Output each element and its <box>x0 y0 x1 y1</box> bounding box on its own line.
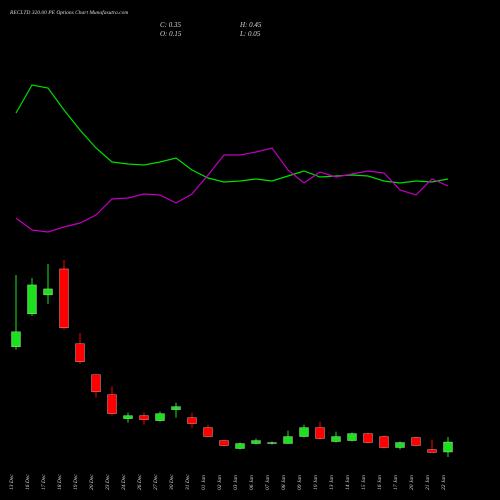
x-tick-label: 22 Jan <box>441 475 447 490</box>
x-tick-label: 08 Jan <box>281 475 287 490</box>
candle-body <box>43 288 53 296</box>
candle-body <box>171 406 181 410</box>
x-tick-label: 27 Dec <box>153 474 159 490</box>
x-tick-label: 16 Jan <box>377 475 383 490</box>
x-tick-label: 18 Dec <box>57 474 63 490</box>
candle-body <box>443 441 453 453</box>
candle-body <box>27 284 37 315</box>
x-tick-label: 13 Dec <box>9 474 15 490</box>
candle-body <box>267 442 277 444</box>
candle-body <box>91 374 101 392</box>
x-tick-label: 10 Jan <box>313 475 319 490</box>
x-tick-label: 14 Jan <box>344 475 351 490</box>
candle-body <box>331 436 341 442</box>
x-tick-label: 30 Dec <box>169 474 175 491</box>
x-tick-label: 17 Dec <box>41 474 47 490</box>
candle-body <box>299 427 309 437</box>
candle-body <box>283 436 293 444</box>
x-tick-label: 24 Dec <box>120 474 127 490</box>
x-tick-label: 15 Jan <box>361 475 367 490</box>
candle-body <box>379 436 389 448</box>
x-tick-label: 09 Jan <box>297 475 303 490</box>
x-tick-label: 21 Jan <box>425 475 431 490</box>
candle-body <box>427 449 437 453</box>
candle-body <box>315 427 325 439</box>
x-tick-label: 20 Dec <box>89 474 95 490</box>
candle-body <box>139 415 149 420</box>
chart-title: RECLTD 320.00 PE Options Chart Munafasut… <box>9 9 128 16</box>
x-tick-label: 31 Dec <box>185 474 191 491</box>
x-tick-label: 20 Jan <box>409 475 415 490</box>
candle-body <box>123 415 133 419</box>
candle-body <box>11 331 21 347</box>
candle-body <box>411 437 421 446</box>
x-tick-label: 06 Jan <box>249 475 255 490</box>
info-low: L: 0.05 <box>239 30 261 38</box>
indicator-line <box>15 147 449 233</box>
candle-body <box>219 440 229 446</box>
info-high: H: 0.45 <box>239 21 262 29</box>
x-tick-label: 19 Dec <box>73 474 79 490</box>
x-tick-label: 03 Jan <box>233 475 239 490</box>
x-tick-label: 13 Jan <box>329 475 335 490</box>
candle-body <box>75 343 85 362</box>
indicator-line <box>15 84 449 184</box>
candle-body <box>107 394 117 414</box>
info-open: O: 0.15 <box>160 30 182 38</box>
x-tick-label: 02 Jan <box>217 475 223 490</box>
candle-body <box>347 433 357 441</box>
candle-body <box>235 443 245 449</box>
candle-body <box>59 268 69 328</box>
candle-body <box>251 440 261 444</box>
candle-body <box>203 427 213 437</box>
x-tick-label: 07 Jan <box>265 475 271 490</box>
x-tick-label: 16 Dec <box>25 474 31 490</box>
x-tick-label: 23 Dec <box>105 474 111 490</box>
x-tick-label: 17 Jan <box>393 475 399 490</box>
candle-body <box>187 417 197 424</box>
candle-body <box>395 442 405 448</box>
x-tick-label: 01 Jan <box>201 475 207 490</box>
candle-body <box>155 413 165 421</box>
x-tick-label: 26 Dec <box>137 474 143 490</box>
candle-body <box>363 433 373 443</box>
info-close: C: 0.35 <box>160 21 182 29</box>
